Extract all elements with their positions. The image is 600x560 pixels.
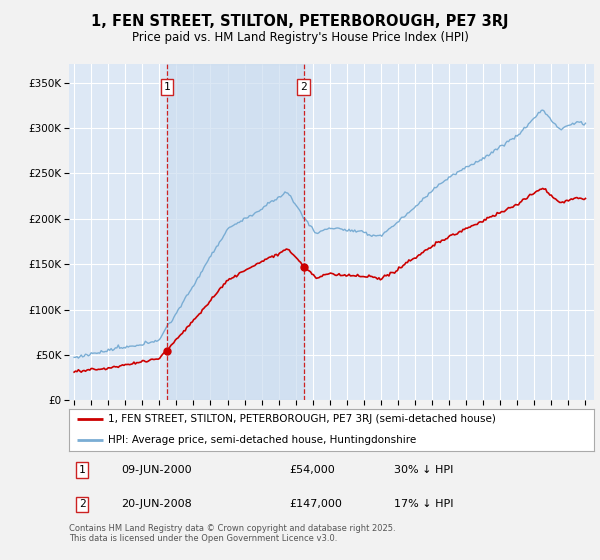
Bar [167, 64, 304, 400]
Text: 1, FEN STREET, STILTON, PETERBOROUGH, PE7 3RJ (semi-detached house): 1, FEN STREET, STILTON, PETERBOROUGH, PE… [109, 414, 496, 424]
Text: 1, FEN STREET, STILTON, PETERBOROUGH, PE7 3RJ: 1, FEN STREET, STILTON, PETERBOROUGH, PE… [91, 14, 509, 29]
Text: HPI: Average price, semi-detached house, Huntingdonshire: HPI: Average price, semi-detached house,… [109, 435, 416, 445]
Text: Price paid vs. HM Land Registry's House Price Index (HPI): Price paid vs. HM Land Registry's House … [131, 31, 469, 44]
Text: 2: 2 [79, 500, 86, 510]
Text: 20-JUN-2008: 20-JUN-2008 [121, 500, 192, 510]
Text: £54,000: £54,000 [290, 465, 335, 475]
Text: 2: 2 [300, 82, 307, 92]
Text: 17% ↓ HPI: 17% ↓ HPI [395, 500, 454, 510]
Text: 30% ↓ HPI: 30% ↓ HPI [395, 465, 454, 475]
Text: 09-JUN-2000: 09-JUN-2000 [121, 465, 192, 475]
Text: 1: 1 [79, 465, 86, 475]
Text: 1: 1 [163, 82, 170, 92]
Text: £147,000: £147,000 [290, 500, 343, 510]
Text: Contains HM Land Registry data © Crown copyright and database right 2025.
This d: Contains HM Land Registry data © Crown c… [69, 524, 395, 543]
